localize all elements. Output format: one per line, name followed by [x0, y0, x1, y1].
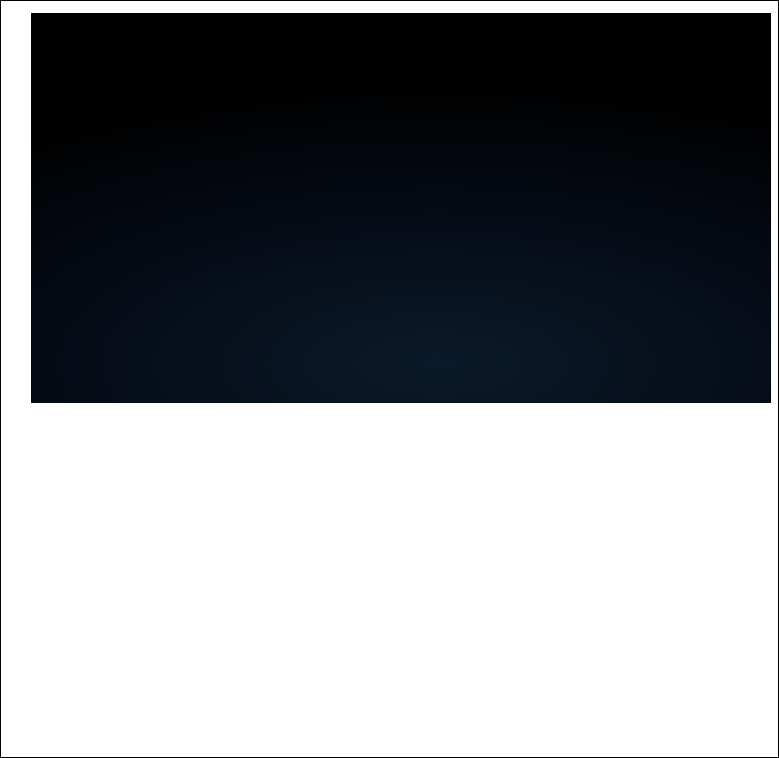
panel-a-illustration: [31, 13, 771, 403]
panel-b-chart: [31, 411, 771, 751]
satellite-network-svg: [31, 13, 771, 403]
spectral-efficiency-chart-svg: [31, 411, 771, 751]
